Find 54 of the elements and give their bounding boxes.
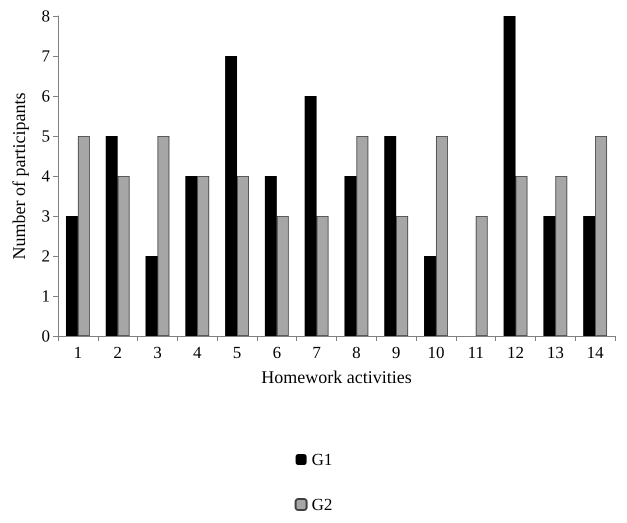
x-tick-label: 6: [272, 343, 282, 362]
bar: [66, 216, 78, 336]
x-tick-label: 1: [74, 343, 82, 362]
bar: [344, 176, 356, 336]
bar: [197, 176, 210, 336]
bar: [146, 256, 158, 336]
bar: [237, 176, 249, 336]
bar: [436, 136, 448, 336]
bar: [396, 216, 408, 336]
bar: [543, 216, 556, 336]
y-tick-label: 4: [42, 166, 50, 186]
bar: [384, 136, 396, 336]
bar: [595, 136, 608, 336]
y-axis-title: Number of participants: [9, 92, 29, 260]
bar: [264, 176, 277, 336]
bar: [106, 136, 118, 336]
y-tick-label: 6: [42, 86, 50, 106]
bar: [118, 176, 130, 336]
bar: [157, 136, 170, 336]
y-tick-label: 2: [42, 246, 50, 266]
bar: [583, 216, 596, 336]
y-tick-label: 1: [42, 286, 50, 306]
bar: [516, 176, 528, 336]
bar: [555, 176, 568, 336]
x-tick-label: 3: [153, 343, 162, 362]
legend-label: G2: [312, 495, 332, 514]
bar: [476, 216, 488, 336]
x-tick-label: 11: [468, 343, 484, 362]
x-tick-label: 5: [232, 343, 242, 362]
bar: [185, 176, 198, 336]
y-tick-label: 7: [42, 46, 50, 66]
x-tick-label: 8: [352, 343, 361, 362]
bar: [276, 216, 289, 336]
bar: [356, 136, 368, 336]
bar: [78, 136, 90, 336]
x-tick-label: 9: [392, 343, 400, 362]
x-tick-label: 7: [312, 343, 322, 362]
legend-label: G1: [312, 450, 332, 469]
x-tick-label: 4: [193, 343, 202, 362]
y-tick-label: 3: [42, 206, 50, 226]
x-tick-label: 10: [427, 343, 444, 362]
x-tick-label: 13: [546, 343, 564, 362]
bar: [304, 96, 317, 336]
x-tick-label: 12: [507, 343, 524, 362]
x-tick-label: 2: [113, 343, 122, 362]
x-axis-title: Homework activities: [261, 367, 412, 387]
bar: [225, 56, 238, 336]
y-tick-label: 0: [42, 326, 50, 346]
x-tick-label: 14: [586, 343, 604, 362]
y-tick-label: 5: [42, 126, 50, 146]
bar: [316, 216, 329, 336]
bar: [424, 256, 436, 336]
bar: [504, 16, 516, 336]
y-tick-label: 8: [42, 6, 50, 26]
